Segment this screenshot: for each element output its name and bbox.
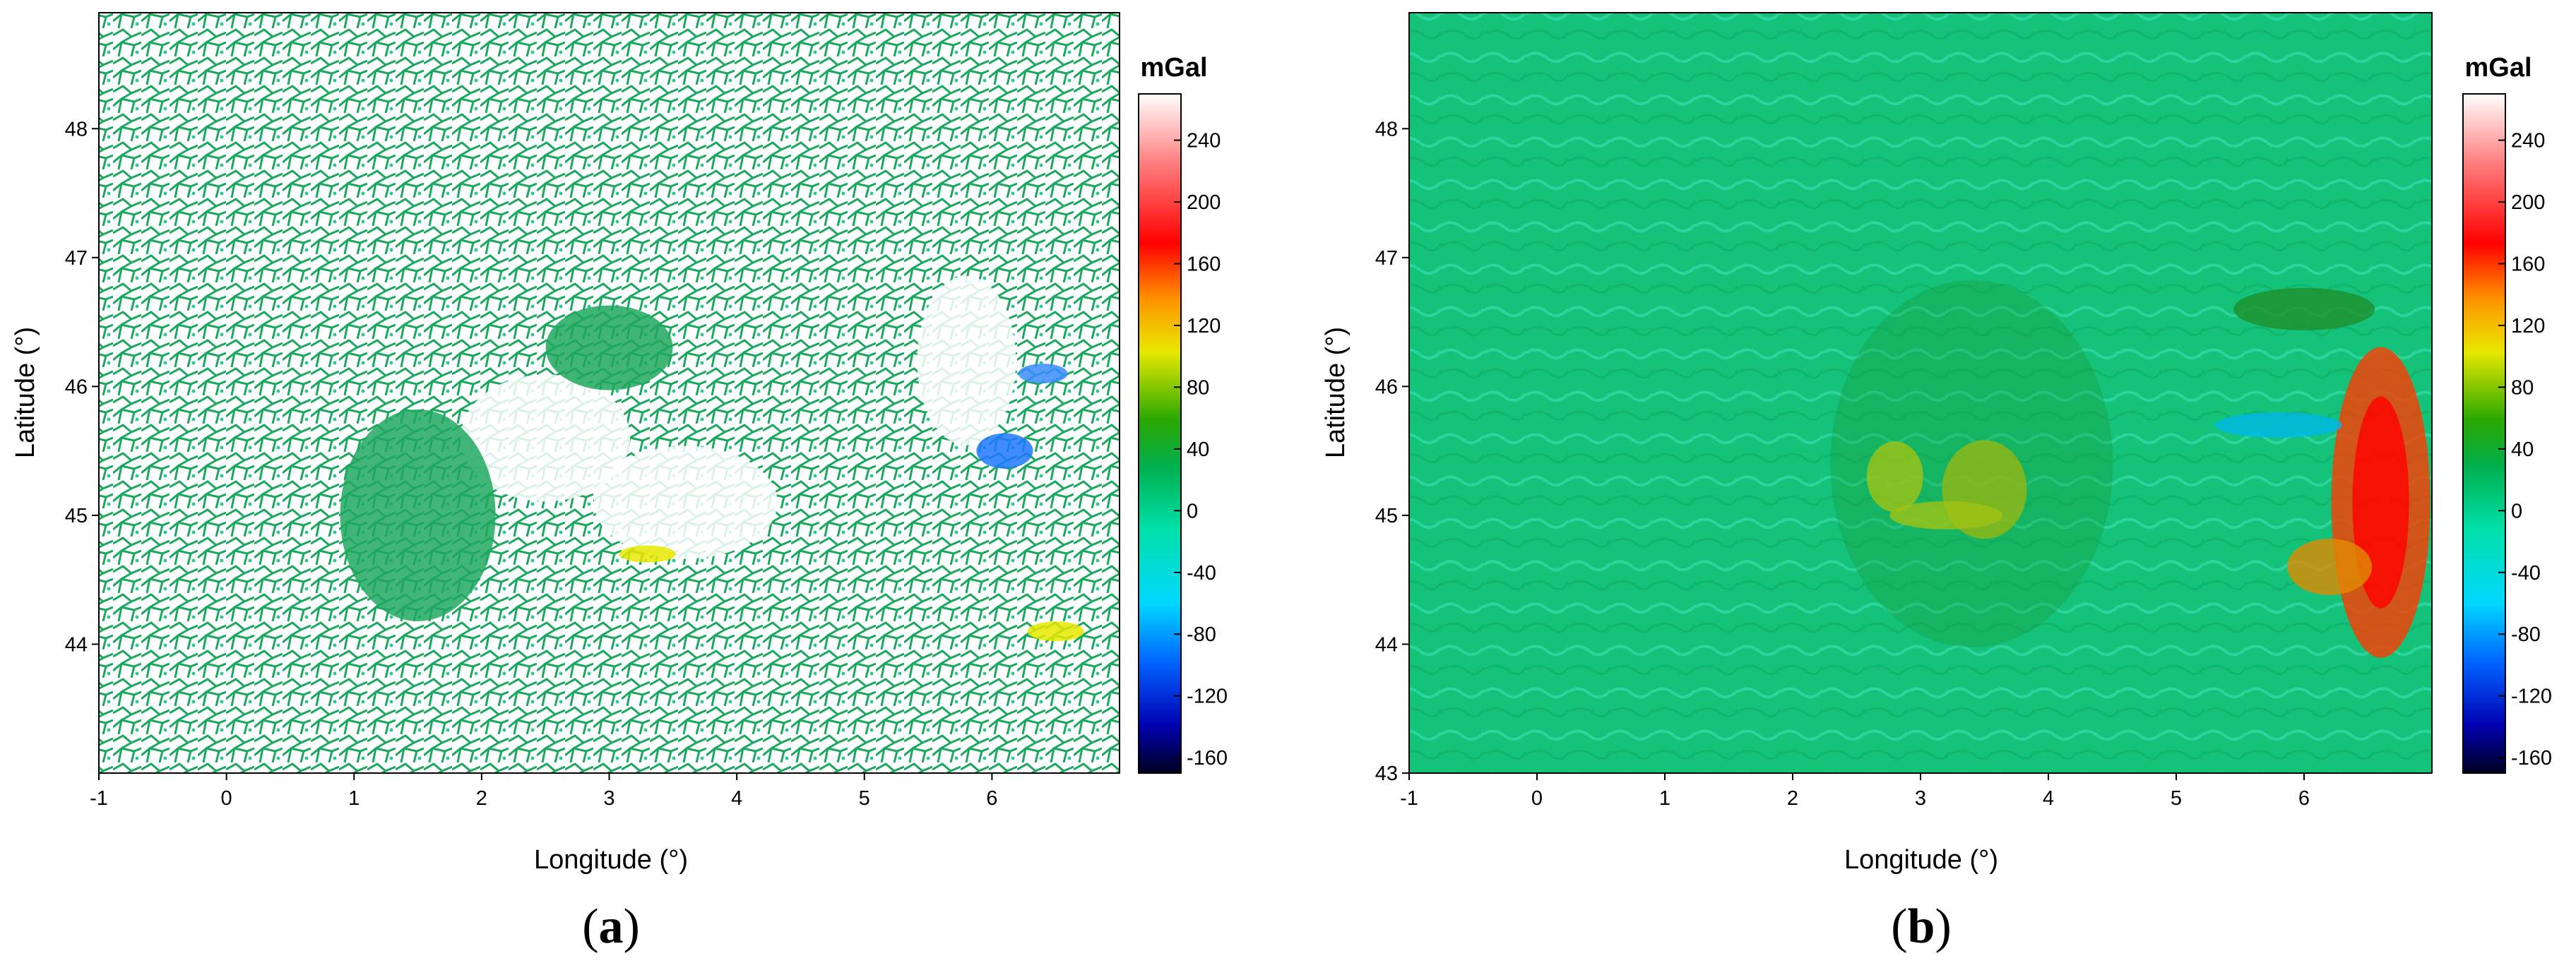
y-tick-label: 48 (1375, 118, 1398, 140)
x-tick-label: 6 (986, 787, 997, 810)
colorbar-gradient (1138, 93, 1182, 774)
anomaly-patch (1027, 621, 1084, 642)
colorbar-tick-label: -160 (1187, 747, 1228, 770)
y-tick-label: 43 (1375, 762, 1398, 785)
anomaly-patch (340, 409, 496, 621)
x-tick-label: 3 (1915, 787, 1926, 810)
anomaly-patch (2214, 412, 2342, 438)
y-axis-label: Latitude (°) (11, 327, 40, 458)
colorbar-tick-label: 240 (2511, 130, 2545, 152)
colorbar-tick-label: 200 (2511, 191, 2545, 214)
x-tick-label: -1 (1400, 787, 1418, 810)
x-tick-label: 6 (2298, 787, 2310, 810)
anomaly-patch (1866, 441, 1923, 513)
anomaly-patch (2287, 538, 2373, 595)
anomaly-features (1830, 280, 2430, 658)
y-axis-label: Latitude (°) (1321, 327, 1351, 458)
colorbar-tick-label: 160 (2511, 253, 2545, 276)
colorbar-tick-label: 0 (1187, 500, 1198, 522)
x-tick-label: 0 (221, 787, 232, 810)
anomaly-patch (976, 433, 1033, 469)
anomaly-patch (917, 275, 1016, 445)
y-tick-label: 45 (1375, 505, 1398, 527)
anomaly-patch (545, 305, 673, 390)
x-axis-label: Longitude (°) (534, 845, 688, 875)
anomaly-patch (1018, 364, 1068, 384)
panel-caption: (a) (582, 899, 640, 954)
x-axis-label: Longitude (°) (1844, 845, 1998, 875)
x-tick-label: 5 (2171, 787, 2182, 810)
y-tick-label: 46 (1375, 376, 1398, 398)
panel-caption: (b) (1891, 899, 1952, 954)
colorbar-tick-label: -120 (1187, 686, 1228, 708)
colorbar-unit: mGal (1140, 53, 1207, 83)
colorbar-unit: mGal (2464, 53, 2532, 83)
x-tick-label: 1 (348, 787, 360, 810)
x-tick-label: 0 (1531, 787, 1543, 810)
colorbar-tick-label: -120 (2511, 686, 2552, 708)
map-field (1409, 13, 2432, 773)
colorbar-gradient (2462, 93, 2506, 774)
x-tick-label: 5 (859, 787, 870, 810)
colorbar-tick-label: 120 (2511, 315, 2545, 337)
anomaly-patch (619, 545, 676, 563)
colorbar-tick-label: 80 (1187, 376, 1209, 399)
colorbar-tick-label: 80 (2511, 376, 2534, 399)
colorbar: 240 200 160 120 80 40 0 -40 -80 -120 -160 mGal (1138, 53, 1228, 774)
x-tick-label: 4 (2043, 787, 2054, 810)
y-tick-label: 47 (65, 247, 88, 270)
x-tick-label: 1 (1659, 787, 1670, 810)
colorbar-tick-label: 160 (1187, 253, 1221, 276)
anomaly-patch (1889, 501, 2003, 530)
y-tick-label: 44 (1375, 633, 1398, 656)
x-tick-label: 2 (476, 787, 487, 810)
colorbar-tick-label: 40 (1187, 438, 1209, 461)
anomaly-patch (1830, 280, 2113, 647)
colorbar-tick-label: 0 (2511, 500, 2522, 522)
x-tick-label: 4 (731, 787, 742, 810)
colorbar-tick-label: -40 (2511, 562, 2541, 585)
colorbar-tick-label: -80 (1187, 623, 1216, 646)
colorbar-tick-label: -40 (1187, 562, 1216, 585)
colorbar-tick-label: -80 (2511, 623, 2541, 646)
anomaly-patch (461, 374, 631, 502)
y-tick-label: 45 (65, 505, 88, 527)
y-tick-label: 48 (65, 118, 88, 140)
colorbar: 240 200 160 120 80 40 0 -40 -80 -120 -160 mGal (2462, 53, 2552, 774)
anomaly-features (340, 275, 1084, 642)
colorbar-tick-label: -160 (2511, 747, 2552, 770)
y-tick-label: 46 (65, 376, 88, 398)
anomaly-patch (593, 445, 778, 559)
y-tick-label: 47 (1375, 247, 1398, 270)
colorbar-tick-label: 40 (2511, 438, 2534, 461)
colorbar-tick-label: 120 (1187, 315, 1221, 337)
panel-caption-letter: a (599, 899, 624, 954)
colorbar-tick-label: 240 (1187, 130, 1221, 152)
x-tick-label: 3 (603, 787, 615, 810)
colorbar-tick-label: 200 (1187, 191, 1221, 214)
panel-caption-letter: b (1908, 899, 1935, 954)
x-tick-label: -1 (90, 787, 108, 810)
x-tick-label: 2 (1787, 787, 1798, 810)
anomaly-patch (2233, 287, 2375, 330)
y-tick-label: 44 (65, 633, 88, 656)
